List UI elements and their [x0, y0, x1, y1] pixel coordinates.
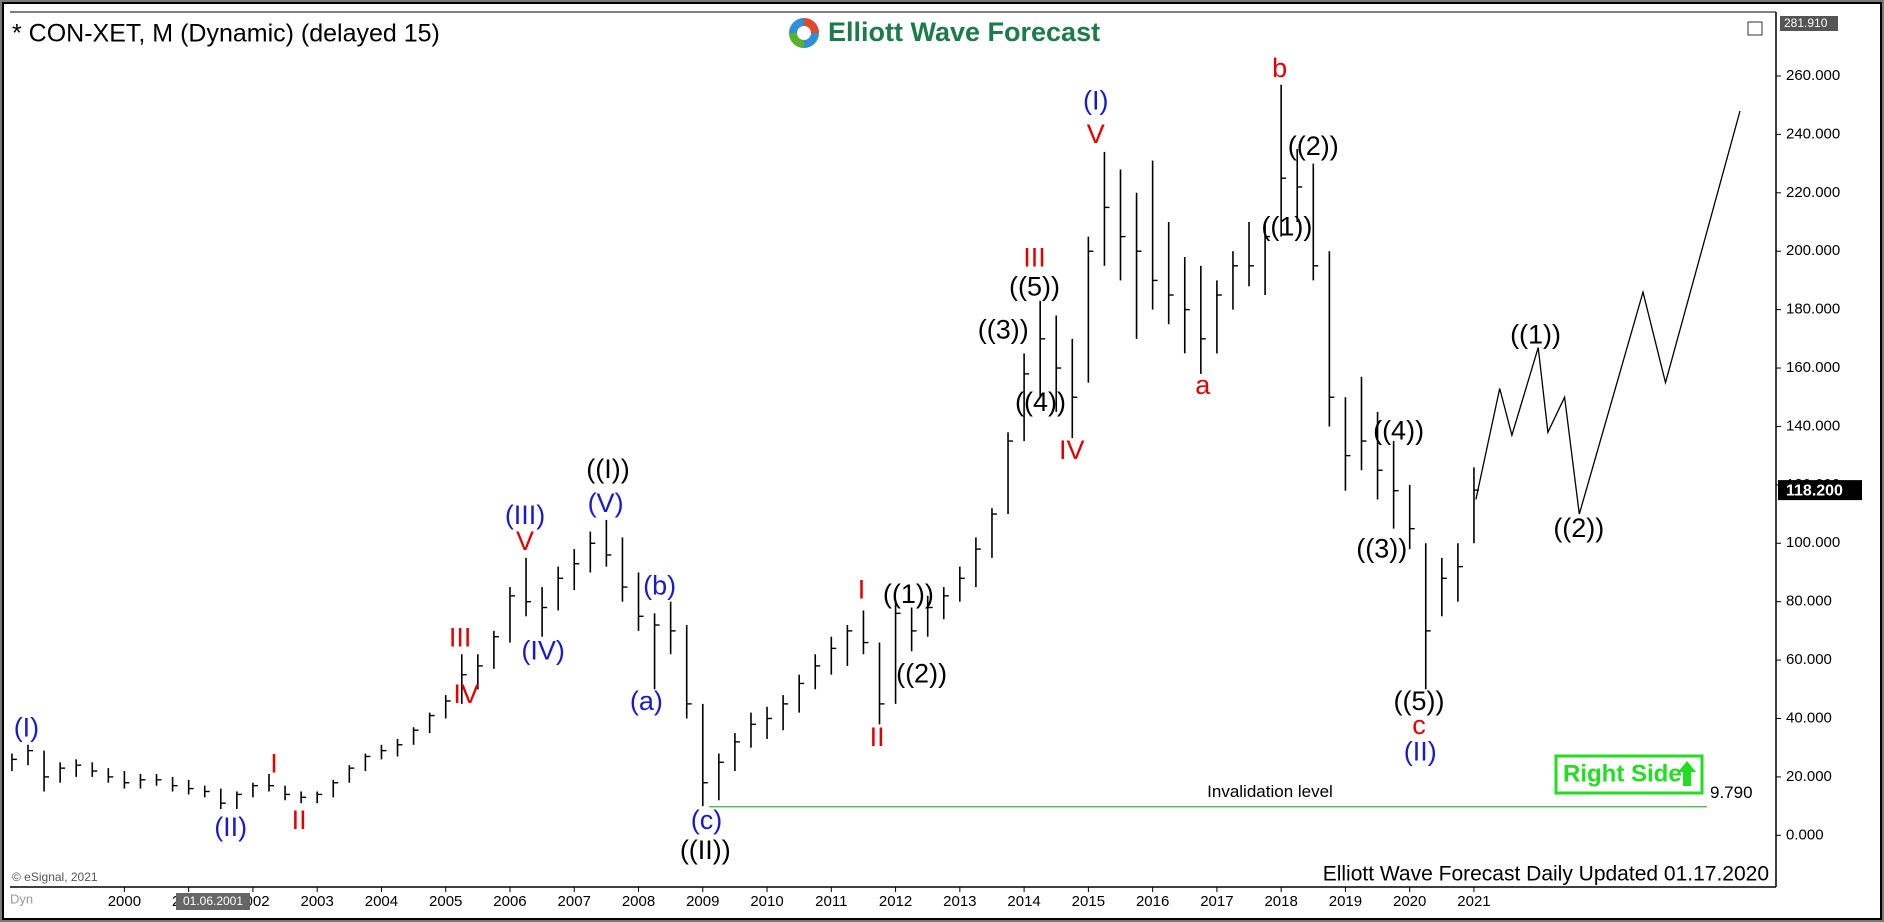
wave-label: ((2)): [1553, 513, 1604, 543]
wave-label: (I): [14, 712, 39, 742]
x-tick-label: 2014: [1007, 893, 1040, 910]
logo-text: Elliott Wave Forecast: [828, 17, 1100, 47]
x-tick-label: 2009: [686, 893, 719, 910]
wave-label: ((II)): [680, 835, 731, 865]
y-tick-label: 160.000: [1786, 359, 1840, 376]
y-tick-label: 60.000: [1786, 651, 1832, 668]
badge-text: Right Side: [1563, 760, 1682, 787]
y-tick-label: 40.000: [1786, 709, 1832, 726]
y-tick-label: 80.000: [1786, 593, 1832, 610]
logo: Elliott Wave Forecast: [789, 17, 1100, 48]
y-tick-label: 220.000: [1786, 184, 1840, 201]
x-tick-label: 2006: [493, 893, 526, 910]
x-tick-label: 2013: [943, 893, 976, 910]
top-price-box: [1780, 16, 1838, 31]
x-tick-label: 2017: [1200, 893, 1233, 910]
wave-label: I: [858, 574, 866, 604]
y-tick-label: 260.000: [1786, 67, 1840, 84]
wave-label: I: [270, 749, 278, 779]
footer: Elliott Wave Forecast Daily Updated 01.1…: [1323, 863, 1769, 886]
wave-label: c: [1412, 710, 1426, 740]
copyright: © eSignal, 2021: [12, 870, 98, 884]
badge-box: [1554, 754, 1704, 795]
wave-label: (a): [630, 686, 663, 716]
wave-label: ((5)): [1009, 271, 1060, 301]
x-tick-label: 2019: [1329, 893, 1362, 910]
chart-title: * CON-XET, M (Dynamic) (delayed 15): [12, 20, 440, 48]
wave-label: ((1)): [883, 579, 934, 609]
x-tick-label: 2015: [1072, 893, 1105, 910]
badge-arrow: [1678, 761, 1696, 786]
y-tick-label: 0.000: [1786, 826, 1824, 843]
wave-label: ((I)): [586, 454, 629, 484]
wave-label: ((4)): [1015, 387, 1066, 417]
wave-label: III: [1023, 243, 1046, 273]
x-tick-label: 2008: [622, 893, 655, 910]
wave-label: (b): [643, 571, 676, 601]
wave-label: (c): [691, 805, 722, 835]
x-tick-label: 2021: [1457, 893, 1490, 910]
price-bars: [11, 84, 1479, 810]
wave-label: ((2)): [1288, 131, 1339, 161]
wave-label: (IV): [521, 636, 565, 666]
wave-label: (I): [1083, 85, 1108, 115]
top-price-label: 281.910: [1784, 16, 1828, 30]
wave-label: (III): [505, 500, 546, 530]
x-tick-label: 2020: [1393, 893, 1426, 910]
wave-label: III: [449, 622, 472, 652]
badge: Right Side: [1554, 754, 1704, 795]
wave-label: ((2)): [896, 658, 947, 688]
window-button[interactable]: [1747, 21, 1763, 36]
invalidation-value-label: 9.790: [1710, 783, 1753, 802]
x-tick-label: 2005: [429, 893, 462, 910]
logo-icon-center: [797, 26, 811, 40]
wave-label: IV: [453, 679, 479, 709]
x-tick-label: 2011: [815, 893, 847, 910]
y-tick-label: 100.000: [1786, 534, 1840, 551]
x-tick-label: 2007: [558, 893, 591, 910]
wave-label: ((1)): [1510, 320, 1561, 350]
wave-label: ((5)): [1394, 686, 1445, 716]
y-tick-label: 20.000: [1786, 768, 1832, 785]
y-tick-label: 240.000: [1786, 125, 1840, 142]
x-tick-label: 2016: [1136, 893, 1169, 910]
x-tick-label: 2010: [750, 893, 783, 910]
x-tick-label: 2003: [300, 893, 333, 910]
x-tick-label: 2018: [1264, 893, 1297, 910]
wave-label: (V): [588, 488, 624, 518]
y-tick-label: 200.000: [1786, 242, 1840, 259]
corner-label: Dyn: [10, 891, 33, 906]
wave-label: b: [1272, 53, 1287, 83]
x-tick-label: 2012: [879, 893, 912, 910]
x-tick-label: 2004: [365, 893, 398, 910]
projection-line: [1475, 110, 1741, 515]
wave-label: (II): [1404, 736, 1437, 766]
wave-label: ((1)): [1261, 211, 1312, 241]
wave-label: V: [516, 526, 534, 556]
wave-label: IV: [1059, 435, 1085, 465]
wave-label: ((4)): [1373, 416, 1424, 446]
wave-label: (II): [214, 812, 247, 842]
wave-label: II: [292, 805, 307, 835]
last-price-label: 118.200: [1786, 482, 1843, 499]
wave-label: ((3)): [978, 315, 1029, 345]
wave-label: V: [1087, 119, 1105, 149]
x-tick-label: 2000: [108, 893, 141, 910]
wave-label: a: [1195, 370, 1211, 400]
cursor-box: [176, 893, 250, 910]
invalidation-label: Invalidation level: [1207, 782, 1333, 801]
cursor-label: 01.06.2001: [183, 894, 243, 908]
y-tick-label: 180.000: [1786, 301, 1840, 318]
y-tick-label: 140.000: [1786, 417, 1840, 434]
wave-label: ((3)): [1356, 533, 1407, 563]
wave-label: II: [870, 722, 885, 752]
last-price-box: [1778, 480, 1862, 501]
